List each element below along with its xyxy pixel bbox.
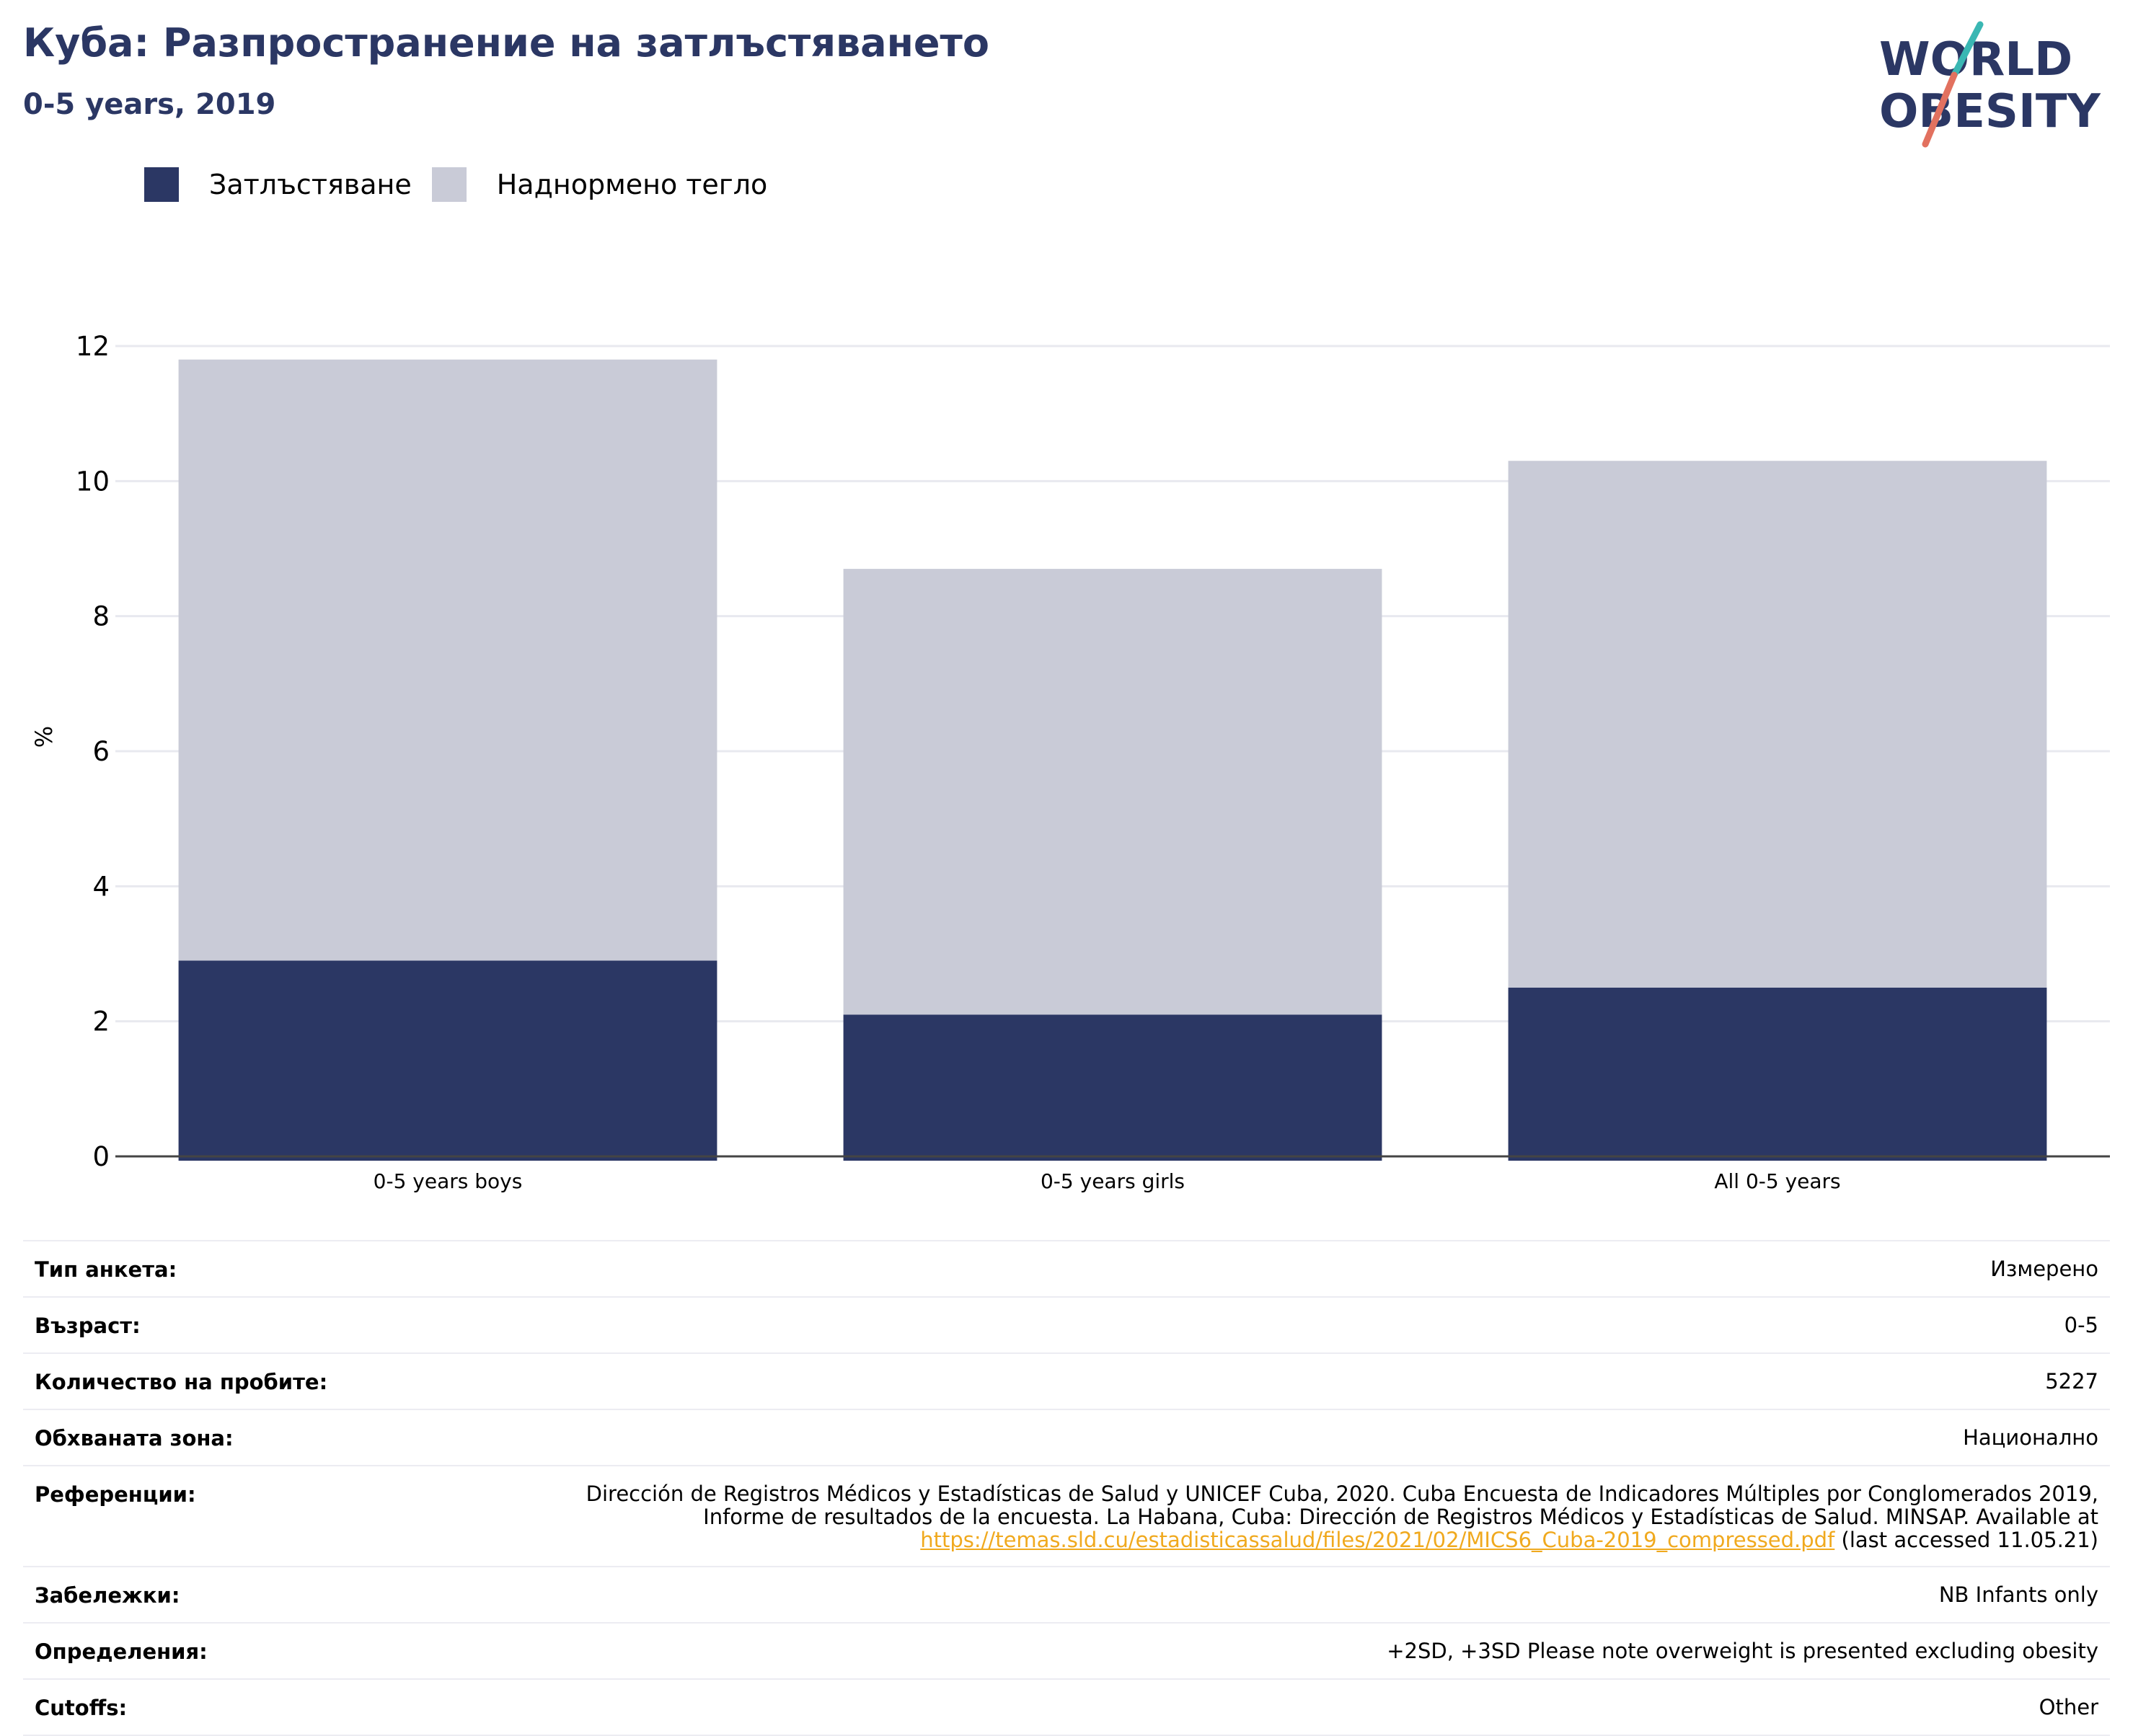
x-tick-label-0: 0-5 years boys: [374, 1169, 523, 1193]
info-value: Dirección de Registros Médicos y Estadís…: [584, 1482, 2098, 1551]
bar-obesity-1: [843, 1014, 1382, 1161]
y-tick-label-0: 0: [92, 1141, 110, 1172]
info-value-text: 0-5: [2064, 1313, 2098, 1337]
bar-obesity-2: [1508, 987, 2047, 1161]
info-label: Забележки:: [35, 1583, 180, 1608]
legend-swatch-overweight: [431, 167, 467, 202]
legend-label-overweight: Наднормено тегло: [496, 169, 768, 200]
x-tick-label-2: All 0-5 years: [1714, 1169, 1840, 1193]
logo-line1: WORLD: [1879, 33, 2072, 87]
info-value: 0-5: [2064, 1314, 2098, 1337]
y-tick-label-10: 10: [76, 466, 110, 497]
logo-slash-top: [1951, 21, 1984, 79]
legend-swatch-obesity: [144, 167, 179, 202]
logo-slash-bottom: [1922, 71, 1958, 148]
info-value: Измерено: [1990, 1257, 2098, 1280]
y-tick-label-2: 2: [92, 1006, 110, 1037]
y-tick-label-4: 4: [92, 871, 110, 902]
info-value: Other: [2039, 1696, 2098, 1719]
info-row: Референции: Dirección de Registros Médico…: [23, 1466, 2110, 1567]
info-value-text: Dirección de Registros Médicos y Estadís…: [586, 1482, 2098, 1529]
x-tick-label-1: 0-5 years girls: [1041, 1169, 1185, 1193]
bar-overweight-1: [843, 569, 1382, 1015]
legend-item-obesity: Затлъстяване: [144, 167, 412, 202]
chart-subtitle: 0-5 years, 2019: [23, 88, 276, 121]
info-value-text: +2SD, +3SD Please note overweight is pre…: [1387, 1639, 2098, 1663]
info-label: Тип анкета:: [35, 1257, 177, 1282]
chart-title: Куба: Разпространение на затлъстяването: [23, 20, 989, 66]
world-obesity-logo: WORLD OBESITY: [1879, 21, 2101, 148]
bar-overweight-2: [1508, 461, 2047, 988]
info-label: Обхваната зона:: [35, 1426, 234, 1451]
info-value: 5227: [2045, 1370, 2098, 1393]
info-value: +2SD, +3SD Please note overweight is pre…: [1387, 1639, 2098, 1662]
info-value: NB Infants only: [1939, 1583, 2098, 1606]
y-axis-label: %: [30, 726, 58, 748]
info-label: Количество на пробите:: [35, 1370, 328, 1394]
info-label: Референции:: [35, 1482, 196, 1507]
info-label: Cutoffs:: [35, 1696, 128, 1720]
legend-item-overweight: Наднормено тегло: [431, 167, 768, 202]
info-label: Определения:: [35, 1639, 208, 1664]
info-row: Забележки: NB Infants only: [23, 1567, 2110, 1624]
bar-overweight-0: [178, 359, 717, 961]
info-value-text: NB Infants only: [1938, 1582, 2098, 1607]
legend-label-obesity: Затлъстяване: [209, 169, 412, 200]
info-value-text: Измерено: [1990, 1257, 2098, 1281]
info-table: Тип анкета: Измерено Възраст: 0-5 Количество…: [23, 1240, 2110, 1736]
info-label: Възраст:: [35, 1314, 141, 1338]
bar-obesity-0: [178, 960, 717, 1161]
info-row: Възраст: 0-5: [23, 1298, 2110, 1354]
chart-legend: Затлъстяване Наднормено тегло: [144, 164, 787, 205]
axes: 0 2 4 6 8 10 12 0-5 years boys 0-5 years girls Al…: [76, 331, 2110, 1193]
info-value: Национално: [1963, 1426, 2098, 1449]
info-row: Тип анкета: Измерено: [23, 1241, 2110, 1298]
info-value-text: Other: [2039, 1695, 2098, 1719]
info-row: Определения: +2SD, +3SD Please note overw…: [23, 1624, 2110, 1680]
reference-link[interactable]: https://temas.sld.cu/estadisticassalud/f…: [920, 1528, 1835, 1552]
info-row: Обхваната зона: Национално: [23, 1410, 2110, 1466]
info-row: Количество на пробите: 5227: [23, 1354, 2110, 1410]
info-row: Cutoffs: Other: [23, 1680, 2110, 1736]
y-tick-label-8: 8: [92, 601, 110, 632]
logo-line2: OBESITY: [1879, 85, 2101, 138]
info-value-text: Национално: [1963, 1425, 2098, 1450]
y-tick-label-6: 6: [92, 736, 110, 767]
stacked-bar-chart: 0 2 4 6 8 10 12 0-5 years boys 0-5 years girls Al…: [30, 331, 2110, 1193]
info-value-text: 5227: [2045, 1369, 2098, 1394]
bars: [178, 359, 2047, 1161]
y-tick-label-12: 12: [76, 331, 110, 362]
reference-suffix: (last accessed 11.05.21): [1834, 1528, 2099, 1552]
